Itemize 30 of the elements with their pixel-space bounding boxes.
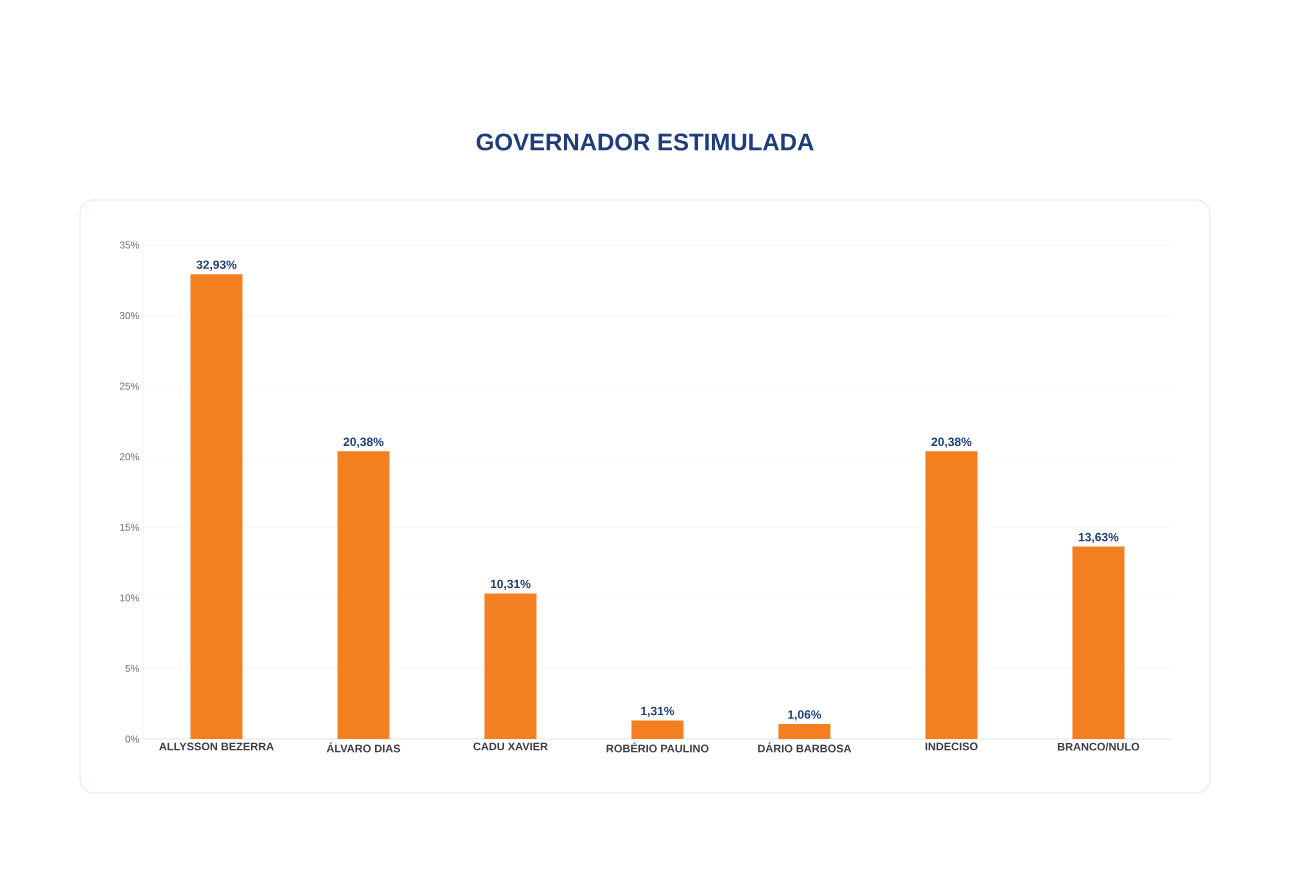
data-label: 13,63% bbox=[1078, 532, 1119, 544]
x-tick-label: ALLYSSON BEZERRA bbox=[159, 742, 274, 751]
y-tick-label: 5% bbox=[125, 664, 140, 672]
bar bbox=[925, 451, 978, 739]
bar bbox=[1072, 546, 1125, 739]
bar bbox=[631, 720, 684, 739]
bar bbox=[778, 724, 831, 739]
x-tick-label: BRANCO/NULO bbox=[1057, 742, 1140, 751]
y-tick-label: 0% bbox=[125, 735, 140, 743]
x-tick-label: DÁRIO BARBOSA bbox=[758, 742, 852, 753]
bar bbox=[190, 274, 243, 739]
x-tick-label: ÁLVARO DIAS bbox=[326, 742, 401, 753]
y-tick-label: 25% bbox=[119, 382, 140, 390]
data-label: 1,06% bbox=[788, 710, 822, 721]
y-tick-label: 10% bbox=[120, 594, 140, 602]
data-label: 20,38% bbox=[931, 437, 972, 448]
bar bbox=[337, 451, 390, 739]
y-tick-label: 20% bbox=[119, 453, 140, 461]
data-label: 1,31% bbox=[641, 706, 675, 717]
data-label: 20,38% bbox=[343, 437, 384, 448]
chart-title: GOVERNADOR ESTIMULADA bbox=[476, 133, 814, 151]
y-tick-label: 15% bbox=[120, 523, 140, 531]
x-tick-label: INDECISO bbox=[925, 742, 978, 751]
y-tick-label: 30% bbox=[119, 312, 140, 320]
x-tick-label: ROBÉRIO PAULINO bbox=[606, 742, 709, 753]
bar bbox=[484, 593, 537, 739]
data-label: 32,93% bbox=[196, 260, 237, 271]
y-tick-label: 35% bbox=[119, 241, 140, 249]
x-tick-label: CADU XAVIER bbox=[473, 742, 548, 751]
data-label: 10,31% bbox=[490, 579, 531, 590]
